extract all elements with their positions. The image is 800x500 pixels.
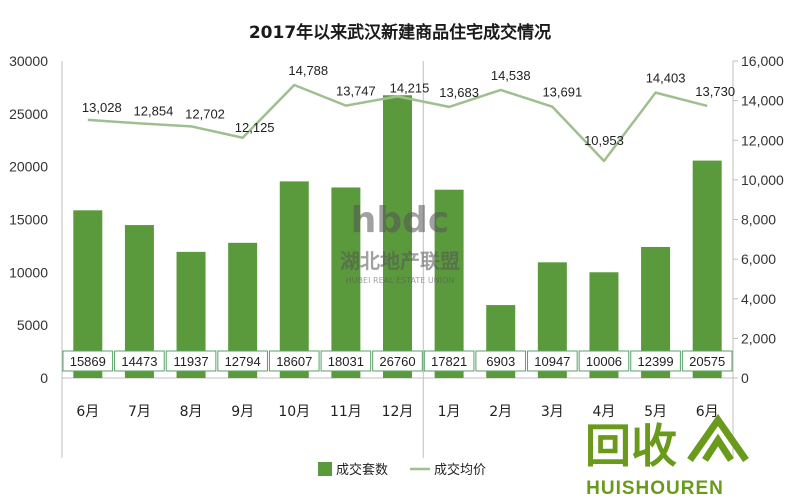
watermark: hbdc 湖北地产联盟 HUBEI REAL ESTATE UNION [340,200,460,285]
right-tick-label: 16,000 [741,53,784,69]
right-tick-label: 14,000 [741,93,784,109]
bar-value-box [578,350,630,372]
bar-value-box [681,350,733,372]
category-label: 3月 [541,404,564,420]
category-label: 9月 [231,404,254,420]
category-labels: 6月 7月 8月 9月 10月 11月 12月 1月 2月 3月 4月 5月 6月 [76,404,718,420]
right-tick-label: 12,000 [741,132,784,148]
bar [73,210,103,378]
right-tick-label: 0 [741,370,749,386]
right-tick-label: 4,000 [741,291,776,307]
watermark-subtitle: HUBEI REAL ESTATE UNION [346,276,455,285]
bar-value-box [114,350,165,372]
line-point-label: 13,730 [695,84,735,99]
left-tick-label: 25000 [9,106,48,122]
left-tick-label: 0 [40,370,48,386]
left-tick-label: 10000 [9,264,48,280]
category-label: 6月 [696,404,719,420]
line-point-label: 14,403 [646,71,686,86]
category-label: 2月 [489,404,512,420]
bar [692,160,722,378]
bar-value-box [217,350,268,372]
line-point-label: 13,691 [542,85,582,100]
right-tick-label: 2,000 [741,330,776,346]
line-point-label: 12,854 [134,103,174,118]
line-point-label: 14,538 [491,68,531,83]
corner-logo-text: 回收 [585,419,677,473]
bar-value-label: 10006 [586,354,622,369]
left-tick-label: 30000 [9,53,48,69]
bar-value-box [372,350,423,372]
bar-value-label: 10947 [534,354,570,369]
line-point-label: 14,215 [390,80,430,95]
bar-value-label: 12794 [225,354,261,369]
line-point-label: 12,125 [235,120,275,135]
axes: 0 5000 10000 15000 20000 25000 30000 0 2,000 4,00… [9,53,784,458]
right-tick-label: 6,000 [741,251,776,267]
price-line [87,83,708,163]
bar [331,187,361,378]
line-point-label: 13,028 [82,100,122,115]
bar-value-box [165,350,217,372]
category-label: 6月 [76,404,99,420]
bar [434,189,464,378]
bar-value-label: 20575 [689,354,725,369]
legend-swatch-bars [318,462,332,476]
line-point-label: 14,788 [288,63,328,78]
bar-value-label: 12399 [637,354,673,369]
right-tick-label: 10,000 [741,172,784,188]
category-label: 7月 [128,404,151,420]
category-label: 8月 [180,404,203,420]
bar-value-label: 14473 [121,354,157,369]
category-label: 5月 [644,404,667,420]
category-label: 12月 [382,404,414,420]
bar-value-box [423,350,475,372]
bar-labels-group: 15869 14473 11937 12794 18607 18031 26760 17821… [62,350,733,372]
left-tick-label: 20000 [9,159,48,175]
bar-value-label: 17821 [431,354,467,369]
corner-logo: 回收 HUISHOUREN [585,413,749,499]
left-tick-label: 5000 [17,317,48,333]
line-point-label: 12,702 [185,106,225,121]
right-tick-label: 8,000 [741,212,776,228]
watermark-logo: hbdc [351,200,450,241]
category-label: 10月 [278,404,310,420]
legend-label-bars: 成交套数 [336,462,388,478]
watermark-name: 湖北地产联盟 [340,249,460,273]
bar-value-box [630,350,681,372]
bar-value-label: 26760 [379,354,415,369]
bar-value-label: 15869 [70,354,106,369]
bar-value-box [527,350,578,372]
corner-logo-icon [687,413,749,463]
corner-logo-domain: HUISHOUREN [586,478,724,499]
bar [279,181,309,378]
bar-value-box [62,350,114,372]
bar-value-label: 18607 [276,354,312,369]
legend-label-line: 成交均价 [434,462,486,478]
bar-value-box [475,350,527,372]
line-point-label: 13,747 [336,84,376,99]
bar [383,95,412,379]
bar-value-box [268,350,320,372]
bar-value-box [320,350,372,372]
chart-title: 2017年以来武汉新建商品住宅成交情况 [249,22,551,43]
line-point-label: 10,953 [584,133,624,148]
line-group: 13,028 12,854 12,702 12,125 14,788 13,747 14,2… [82,63,735,163]
category-label: 4月 [593,404,616,420]
line-point-label: 13,683 [439,85,479,100]
category-label: 11月 [330,404,362,420]
bar-value-label: 18031 [328,354,364,369]
category-label: 1月 [438,404,461,420]
legend: 成交套数 成交均价 [318,462,486,478]
bar-value-label: 6903 [486,354,515,369]
left-tick-label: 15000 [9,212,48,228]
bar-value-label: 11937 [173,354,208,369]
